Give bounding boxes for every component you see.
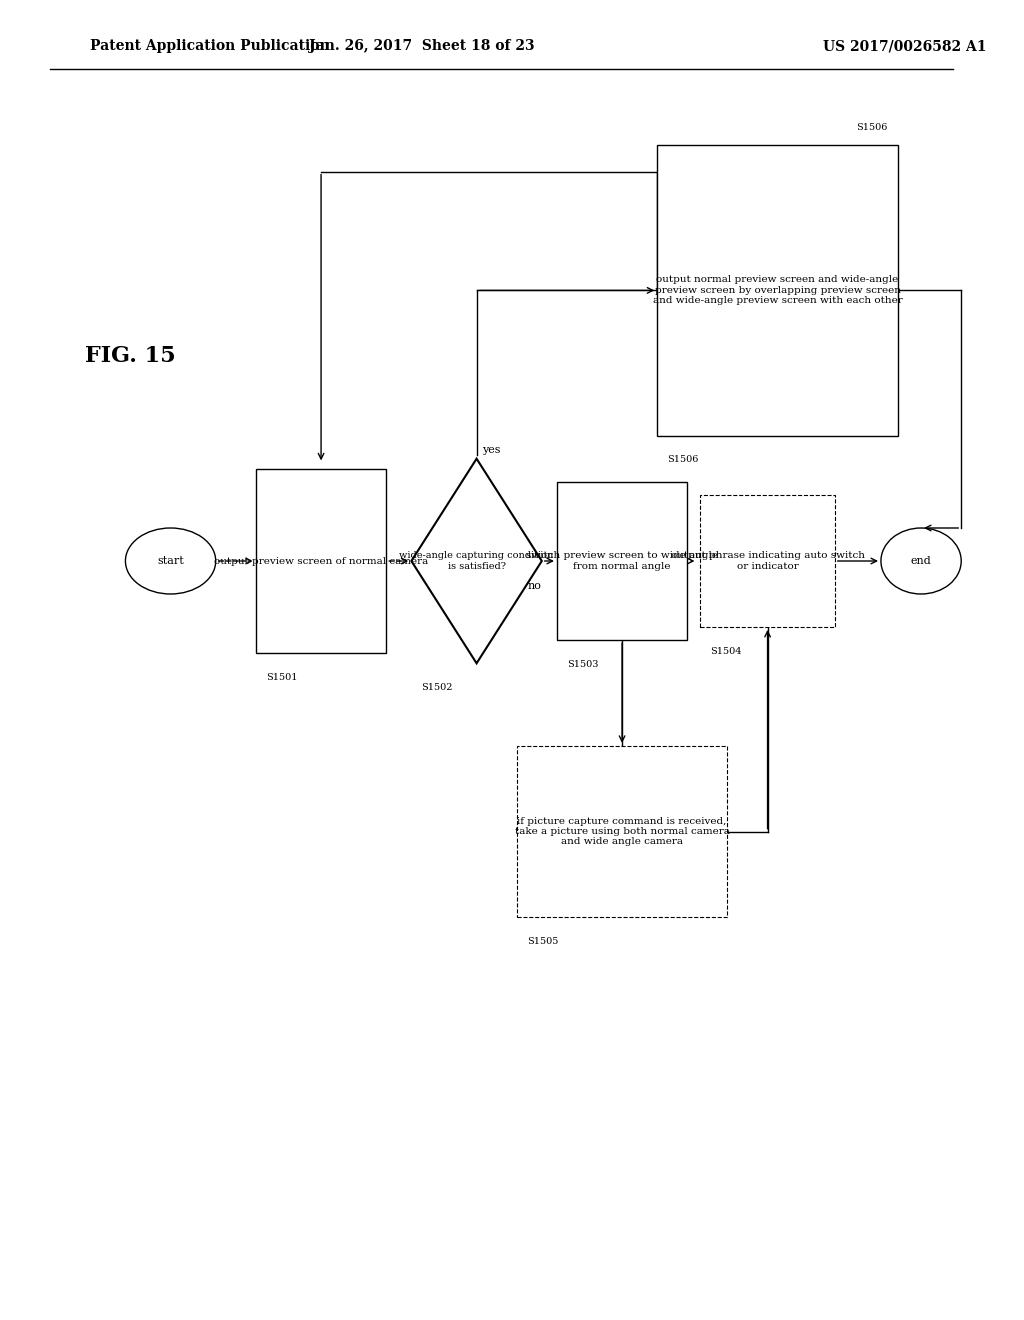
Text: output preview screen of normal camera: output preview screen of normal camera bbox=[214, 557, 428, 565]
Text: wide-angle capturing condition
is satisfied?: wide-angle capturing condition is satisf… bbox=[399, 552, 554, 570]
Text: S1506: S1506 bbox=[668, 455, 698, 465]
Text: if picture capture command is received,
take a picture using both normal camera
: if picture capture command is received, … bbox=[515, 817, 729, 846]
FancyBboxPatch shape bbox=[699, 495, 836, 627]
Ellipse shape bbox=[881, 528, 962, 594]
Text: switch preview screen to wide angle
from normal angle: switch preview screen to wide angle from… bbox=[526, 552, 718, 570]
Text: output normal preview screen and wide-angle
preview screen by overlapping previe: output normal preview screen and wide-an… bbox=[652, 276, 902, 305]
FancyBboxPatch shape bbox=[517, 746, 727, 917]
Polygon shape bbox=[412, 459, 542, 664]
Text: end: end bbox=[910, 556, 932, 566]
Text: FIG. 15: FIG. 15 bbox=[85, 346, 176, 367]
Text: S1505: S1505 bbox=[526, 937, 558, 946]
Text: US 2017/0026582 A1: US 2017/0026582 A1 bbox=[822, 40, 986, 53]
FancyBboxPatch shape bbox=[557, 482, 687, 640]
Text: output phrase indicating auto switch
or indicator: output phrase indicating auto switch or … bbox=[671, 552, 864, 570]
Text: no: no bbox=[527, 581, 542, 591]
Text: S1503: S1503 bbox=[567, 660, 598, 669]
FancyBboxPatch shape bbox=[657, 145, 898, 436]
Text: Jan. 26, 2017  Sheet 18 of 23: Jan. 26, 2017 Sheet 18 of 23 bbox=[308, 40, 535, 53]
Ellipse shape bbox=[125, 528, 216, 594]
FancyBboxPatch shape bbox=[256, 469, 386, 653]
Text: Patent Application Publication: Patent Application Publication bbox=[90, 40, 330, 53]
Text: S1502: S1502 bbox=[422, 684, 453, 692]
Text: start: start bbox=[158, 556, 184, 566]
Text: S1501: S1501 bbox=[266, 673, 297, 682]
Text: S1506: S1506 bbox=[857, 123, 888, 132]
Text: S1504: S1504 bbox=[710, 647, 741, 656]
Text: yes: yes bbox=[482, 445, 501, 455]
